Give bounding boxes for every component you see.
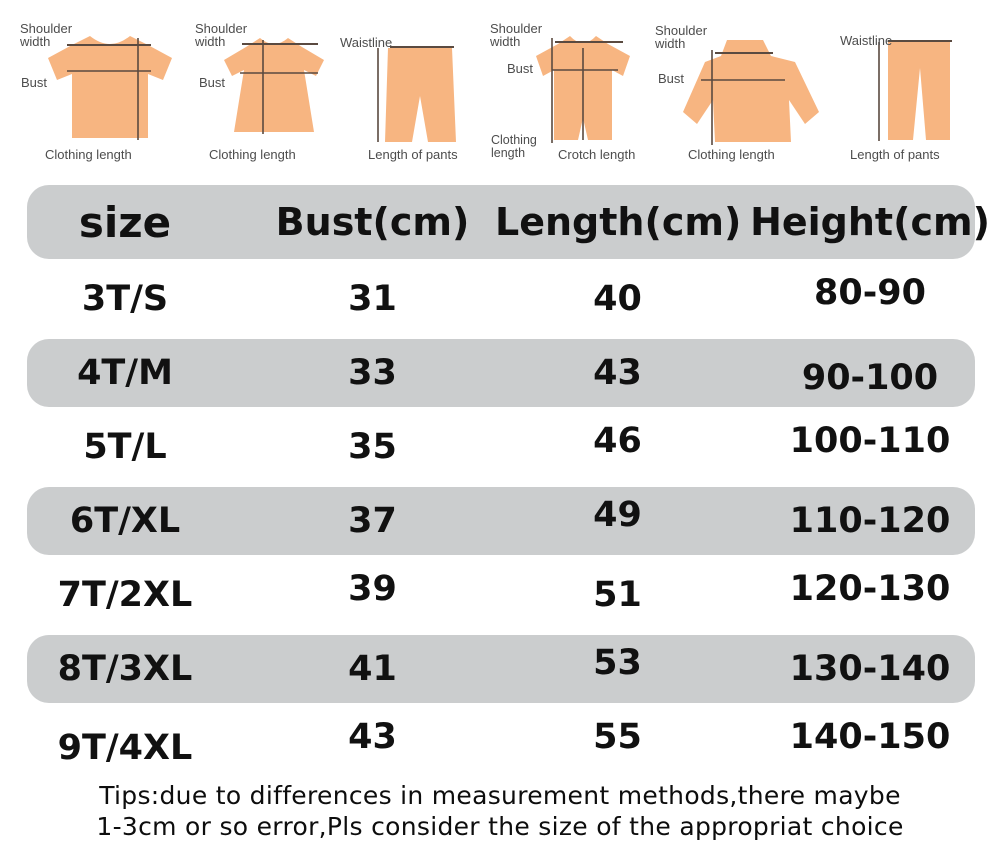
romper-crotch-length-label: Crotch length [558, 147, 636, 162]
cell-size: 9T/4XL [57, 728, 193, 768]
cell-bust: 33 [348, 353, 397, 393]
cell-size: 4T/M [77, 353, 173, 393]
cell-height: 130-140 [789, 649, 951, 689]
cell-bust: 35 [348, 427, 397, 467]
cell-size: 5T/L [83, 427, 167, 467]
table-row: 7T/2XL 39 51 120-130 [0, 558, 1000, 632]
diagram-pants: Waistline Length of pants [840, 0, 1000, 180]
row-band [27, 339, 975, 407]
table-row: 5T/L 35 46 100-110 [0, 410, 1000, 484]
tshirt-clothing-length-label: Clothing length [45, 147, 132, 162]
column-header-length: Length(cm) [495, 200, 742, 244]
cell-length: 49 [593, 495, 642, 535]
romper-icon [536, 36, 630, 143]
cell-size: 8T/3XL [57, 649, 193, 689]
shorts-length-of-pants-label: Length of pants [368, 147, 458, 162]
cell-height: 100-110 [789, 421, 951, 461]
tshirt-icon [48, 36, 172, 140]
jacket-clothing-length-label: Clothing length [688, 147, 775, 162]
table-row: 4T/M 33 43 90-100 [0, 336, 1000, 410]
cell-size: 7T/2XL [57, 575, 193, 615]
tips-line-2: 1-3cm or so error,Pls consider the size … [96, 812, 904, 841]
cell-bust: 37 [348, 501, 397, 541]
cell-length: 51 [593, 575, 642, 615]
cell-bust: 39 [348, 569, 397, 609]
row-band [27, 635, 975, 703]
table-row: 9T/4XL 43 55 140-150 [0, 706, 1000, 780]
cell-bust: 31 [348, 279, 397, 319]
dress-shoulder-width-label: Shoulder width [195, 21, 248, 49]
column-header-height: Height(cm) [750, 200, 990, 244]
shorts-icon [377, 46, 456, 142]
table-row: 3T/S 31 40 80-90 [0, 262, 1000, 336]
dress-clothing-length-label: Clothing length [209, 147, 296, 162]
cell-bust: 43 [348, 717, 397, 757]
pants-icon [878, 40, 952, 141]
size-chart-table: size Bust(cm) Length(cm) Height(cm) 3T/S… [0, 182, 1000, 780]
cell-height: 140-150 [789, 717, 951, 757]
jacket-bust-label: Bust [658, 71, 685, 86]
table-row: 8T/3XL 41 53 130-140 [0, 632, 1000, 706]
romper-bust-label: Bust [507, 61, 534, 76]
dress-icon [224, 38, 324, 134]
pants-length-of-pants-label: Length of pants [850, 147, 940, 162]
cell-height: 110-120 [789, 501, 951, 541]
diagram-tshirt: Shoulder width Bust Clothing length [20, 0, 200, 180]
tshirt-bust-label: Bust [21, 75, 48, 90]
pants-waistline-label: Waistline [840, 33, 893, 48]
cell-length: 40 [593, 279, 642, 319]
tips-line-1: Tips:due to differences in measurement m… [99, 781, 901, 810]
row-band [27, 487, 975, 555]
diagram-jacket: Shoulder width Bust Clothing length [655, 0, 845, 180]
cell-height: 120-130 [789, 569, 951, 609]
column-header-size: size [78, 197, 172, 247]
romper-clothing-length-label: Clothing length [491, 133, 537, 160]
tshirt-shoulder-width-label: Shoulder width [20, 21, 73, 49]
tips-note: Tips:due to differences in measurement m… [0, 780, 1000, 842]
jacket-icon [683, 40, 819, 145]
cell-length: 46 [593, 421, 642, 461]
cell-length: 43 [593, 353, 642, 393]
cell-height: 90-100 [801, 358, 939, 398]
cell-length: 53 [593, 643, 642, 683]
shorts-waistline-label: Waistline [340, 35, 393, 50]
cell-size: 3T/S [81, 279, 169, 319]
header-row-band [27, 185, 975, 259]
jacket-shoulder-width-label: Shoulder width [655, 23, 708, 51]
cell-height: 80-90 [814, 273, 926, 313]
diagram-dress: Shoulder width Bust Clothing length [190, 0, 355, 180]
romper-shoulder-width-label: Shoulder width [490, 21, 543, 49]
column-header-bust: Bust(cm) [275, 200, 470, 244]
cell-bust: 41 [348, 649, 397, 689]
diagram-shorts: Waistline Length of pants [340, 0, 495, 180]
dress-bust-label: Bust [199, 75, 226, 90]
cell-length: 55 [593, 717, 642, 757]
cell-size: 6T/XL [69, 501, 181, 541]
diagram-romper: Shoulder width Bust Clothing length Crot… [490, 0, 670, 180]
measurement-diagram-strip: Shoulder width Bust Clothing length Shou… [0, 0, 1000, 180]
table-header-row: size Bust(cm) Length(cm) Height(cm) [0, 182, 1000, 262]
table-row: 6T/XL 37 49 110-120 [0, 484, 1000, 558]
